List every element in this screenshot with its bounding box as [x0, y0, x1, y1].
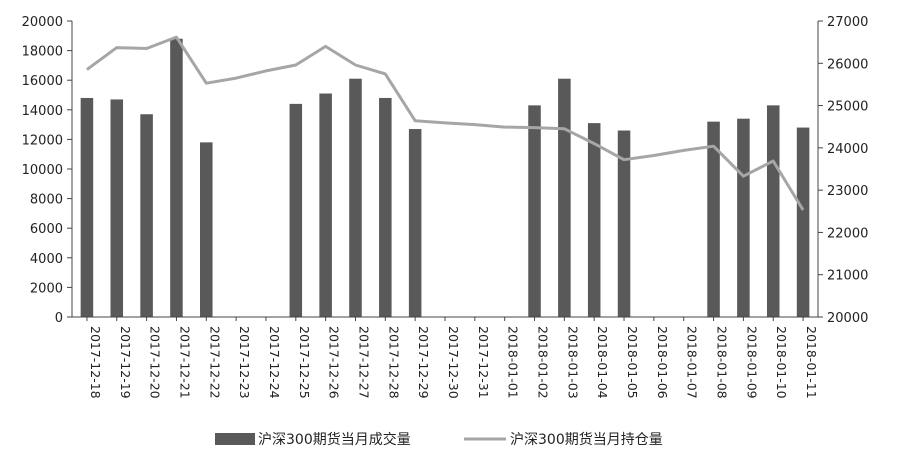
volume-bar	[766, 105, 780, 317]
x-tick-label: 2017-12-27	[356, 326, 371, 399]
left-tick-label: 6000	[30, 222, 63, 237]
volume-bar	[170, 38, 183, 317]
legend: 沪深300期货当月成交量 沪深300期货当月持仓量	[215, 431, 663, 448]
x-tick-label: 2017-12-28	[386, 326, 401, 399]
x-tick-label: 2017-12-23	[237, 326, 252, 399]
open-interest-line	[86, 35, 805, 211]
volume-bar	[796, 127, 810, 317]
right-tick-label: 24000	[827, 142, 868, 157]
left-tick-label: 12000	[22, 133, 63, 148]
left-tick-label: 0	[55, 311, 63, 326]
x-tick-label: 2017-12-24	[267, 326, 282, 399]
volume-bars	[80, 38, 810, 318]
legend-bar-label: 沪深300期货当月成交量	[258, 431, 411, 448]
x-tick-label: 2018-01-10	[774, 326, 789, 399]
left-tick-label: 4000	[30, 252, 63, 267]
volume-bar	[737, 118, 750, 318]
x-tick-label: 2018-01-07	[685, 326, 700, 399]
volume-bar	[200, 142, 213, 317]
legend-line-label: 沪深300期货当月持仓量	[510, 431, 663, 448]
volume-bar	[558, 78, 571, 317]
left-tick-label: 20000	[22, 15, 63, 30]
left-axis: 0 2000 4000 6000 8000 10000 12000 14000 16000 180…	[22, 15, 73, 326]
x-tick-label: 2017-12-25	[297, 326, 312, 399]
x-tick-label: 2018-01-06	[655, 326, 670, 399]
volume-bar	[110, 99, 124, 317]
right-tick-label: 20000	[827, 311, 868, 326]
left-tick-label: 18000	[22, 45, 63, 60]
right-tick-label: 27000	[827, 15, 868, 30]
left-tick-label: 2000	[30, 281, 63, 296]
x-tick-label: 2017-12-19	[118, 326, 133, 399]
volume-bar	[319, 93, 332, 318]
right-axis: 20000 21000 22000 23000 24000 25000 26000 27000	[817, 15, 868, 326]
right-tick-label: 22000	[827, 226, 868, 241]
open-interest-polyline	[86, 35, 805, 211]
x-axis: 2017-12-18 2017-12-19 2017-12-20 2017-12-21…	[72, 316, 819, 399]
right-tick-label: 23000	[827, 184, 868, 199]
x-tick-label: 2018-01-09	[744, 326, 759, 399]
x-tick-label: 2017-12-31	[476, 326, 491, 399]
volume-bar	[80, 97, 94, 318]
x-tick-label: 2018-01-01	[506, 326, 521, 399]
x-tick-label: 2017-12-30	[446, 326, 461, 399]
x-tick-label: 2018-01-11	[804, 326, 819, 399]
right-tick-label: 21000	[827, 269, 868, 284]
x-tick-label: 2018-01-03	[565, 326, 580, 399]
volume-bar	[707, 121, 720, 317]
volume-bar	[349, 78, 362, 317]
x-tick-label: 2018-01-08	[715, 326, 730, 399]
x-tick-label: 2017-12-20	[148, 326, 163, 399]
volume-bar	[379, 97, 392, 318]
volume-bar	[617, 130, 631, 317]
volume-bar	[140, 114, 153, 318]
left-tick-label: 10000	[22, 163, 63, 178]
right-tick-label: 25000	[827, 100, 868, 115]
legend-bar-swatch	[215, 433, 255, 445]
x-tick-label: 2018-01-04	[595, 326, 610, 399]
volume-bar	[408, 129, 422, 317]
x-tick-label: 2017-12-22	[207, 326, 222, 399]
x-tick-label: 2018-01-05	[625, 326, 640, 399]
left-tick-label: 16000	[22, 74, 63, 89]
volume-bar	[528, 105, 541, 317]
left-tick-label: 14000	[22, 104, 63, 119]
x-tick-label: 2017-12-18	[88, 326, 103, 399]
right-tick-label: 26000	[827, 57, 868, 72]
x-tick-label: 2017-12-29	[416, 326, 431, 399]
left-tick-label: 8000	[30, 193, 63, 208]
x-tick-label: 2018-01-02	[536, 326, 551, 399]
volume-bar	[587, 123, 601, 318]
x-tick-label: 2017-12-26	[327, 326, 342, 399]
volume-bar	[289, 103, 303, 317]
x-tick-label: 2017-12-21	[177, 326, 192, 399]
